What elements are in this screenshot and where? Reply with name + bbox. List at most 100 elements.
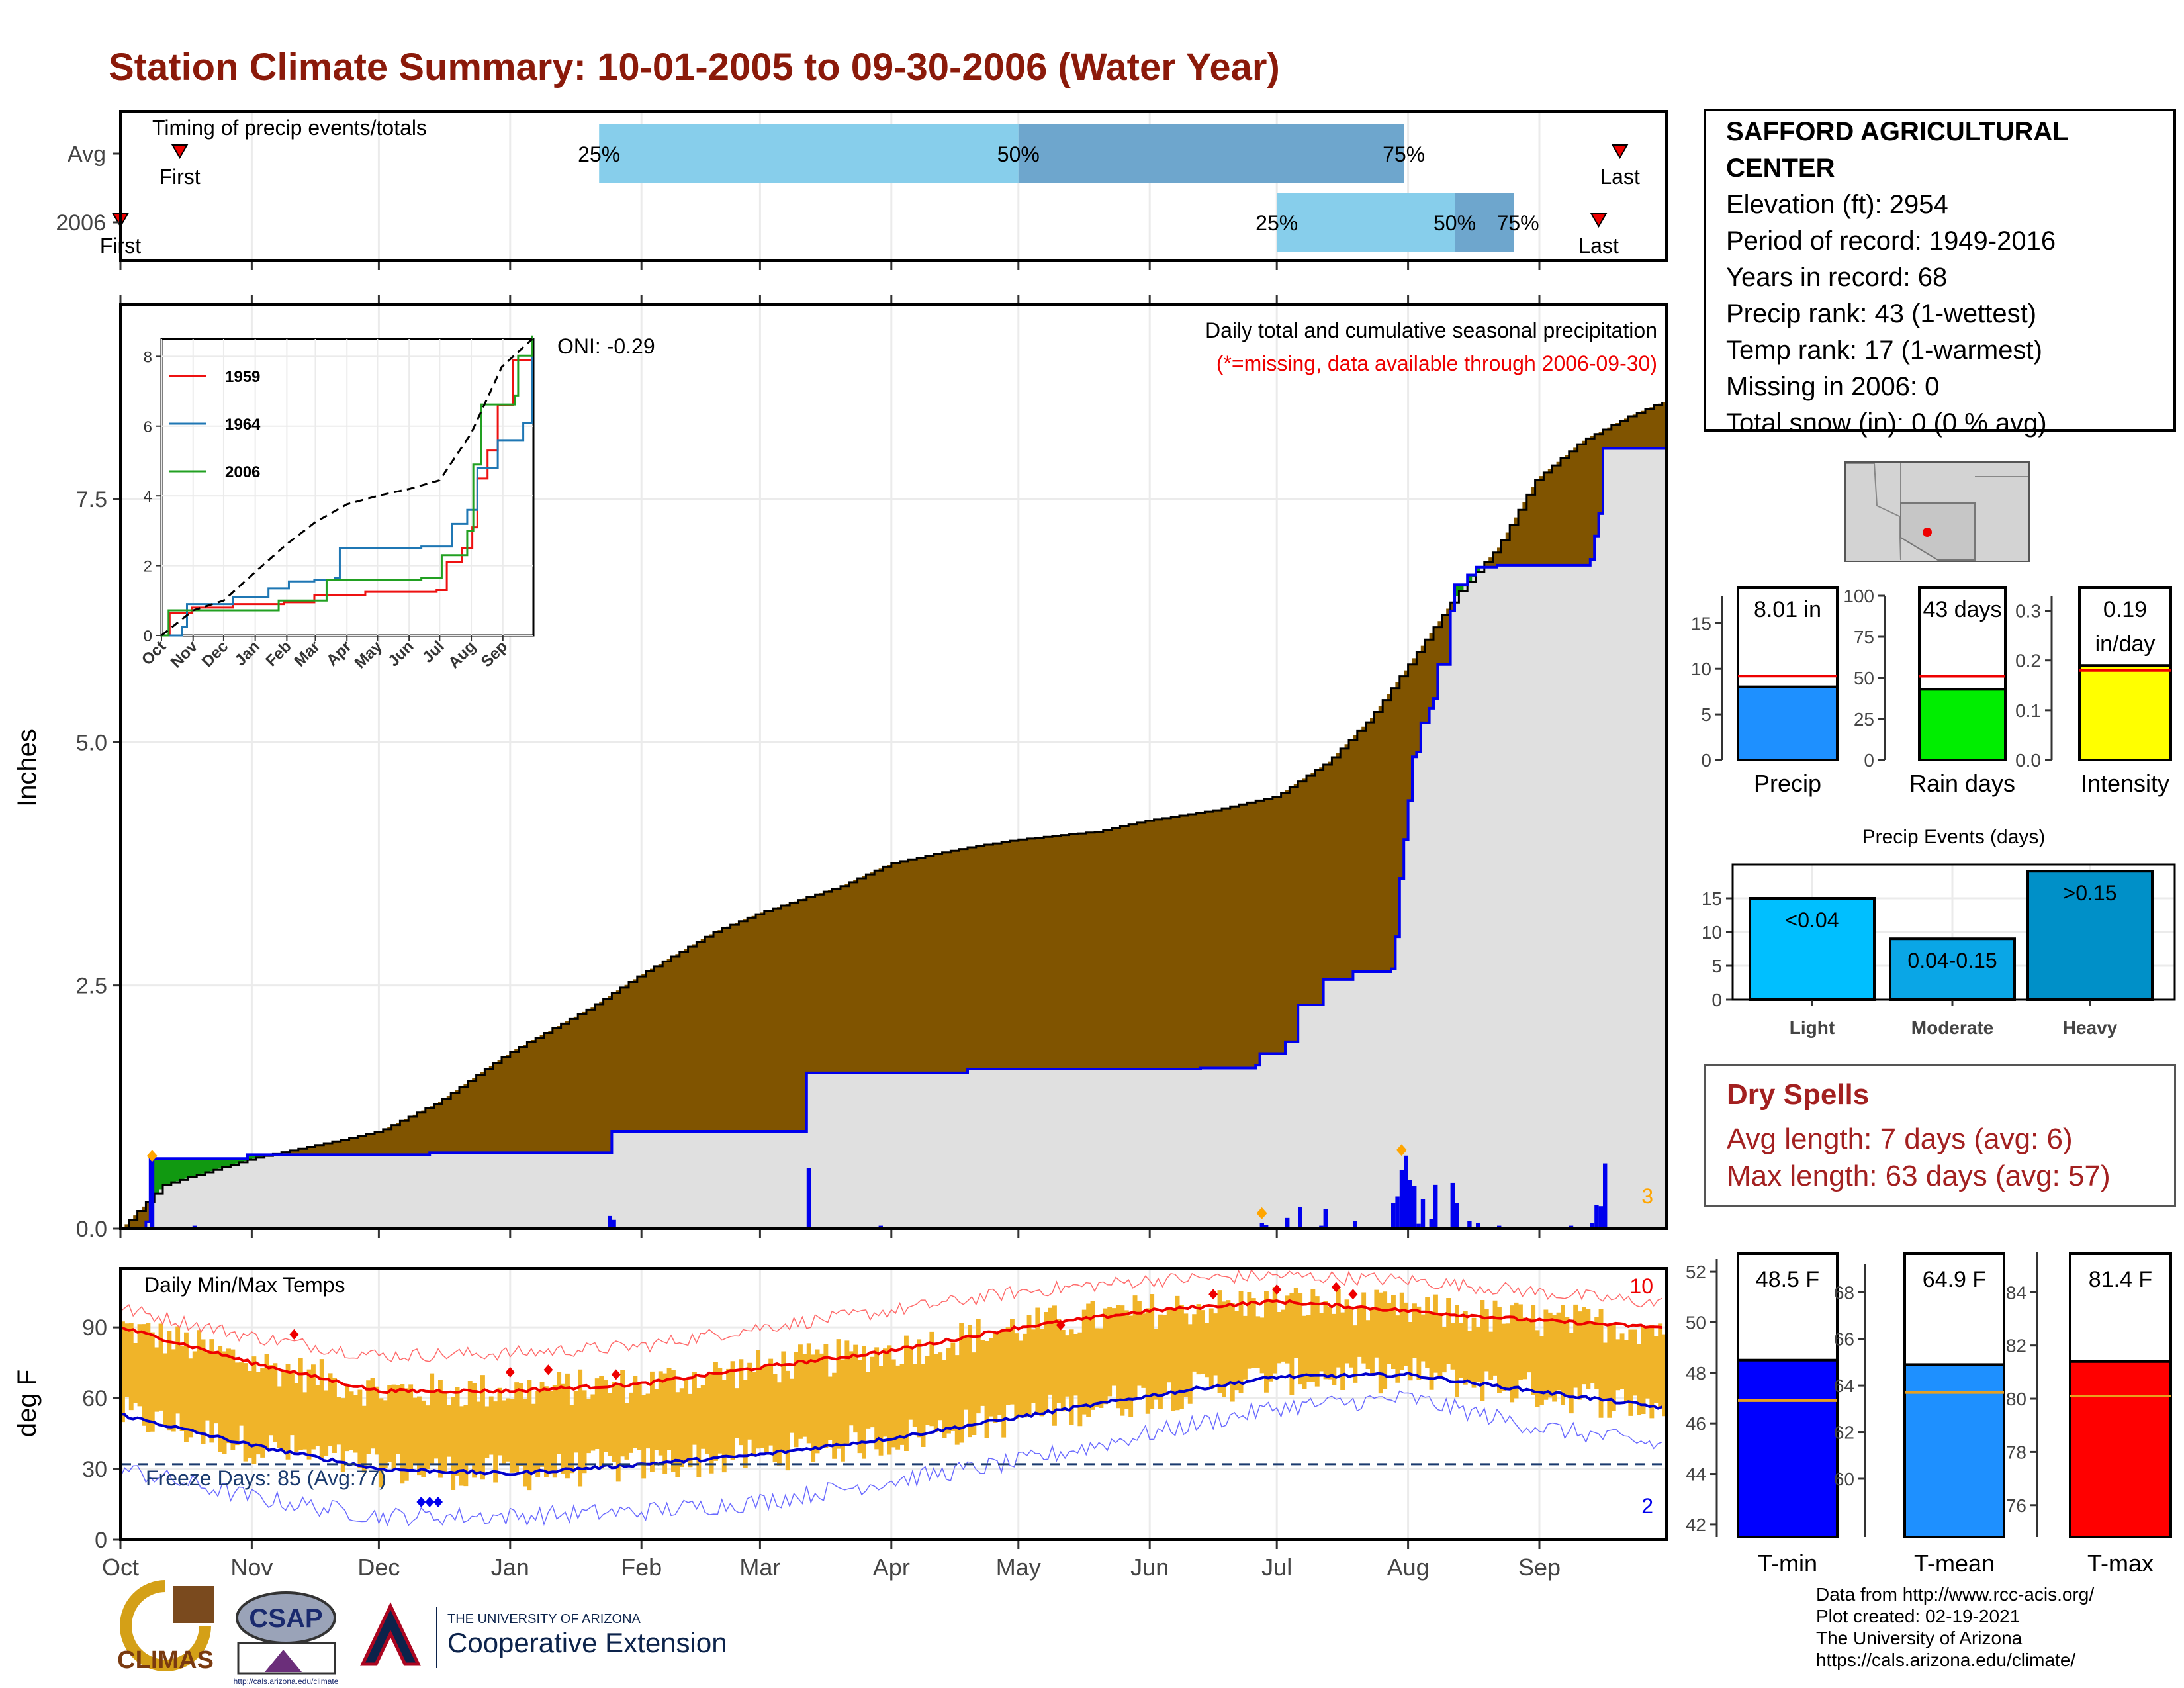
- last-marker: [1611, 144, 1629, 159]
- credits: Data from http://www.rcc-acis.org/ Plot …: [1816, 1583, 2094, 1671]
- temps-ytick-label: 30: [82, 1457, 107, 1482]
- events-ytick-label: 10: [1702, 922, 1722, 943]
- small-panel-value-label: 43 days: [1923, 597, 2001, 622]
- temps-xtick-label: Dec: [357, 1554, 400, 1581]
- temps-xtick-label: May: [996, 1554, 1041, 1581]
- inset-series-line: [161, 339, 533, 637]
- small-panel-name: Rain days: [1909, 770, 2015, 797]
- oni-label: ONI: -0.29: [557, 334, 655, 358]
- temps-xtick-label: Jun: [1130, 1554, 1169, 1581]
- precip-2006-cumulative-area: [120, 448, 1666, 1229]
- small-panel-ytick-label: 15: [1691, 613, 1711, 633]
- climas-logo-arc: [120, 1580, 211, 1671]
- events-bar: [1749, 897, 1876, 1001]
- timing-first-label: First: [159, 165, 200, 189]
- temps-title: Daily Min/Max Temps: [144, 1273, 345, 1297]
- temps-ylabel: deg F: [13, 1370, 42, 1437]
- temps-record-high-marker: [1272, 1284, 1282, 1295]
- inset-ytick-label: 6: [144, 418, 152, 436]
- small-panel-ytick-label: 0.3: [2015, 601, 2041, 622]
- station-missing: Missing in 2006: 0: [1726, 372, 1940, 401]
- small-panel-value-label: 48.5 F: [1756, 1267, 1819, 1292]
- timing-title: Timing of precip events/totals: [152, 116, 427, 140]
- events-xtick-label: Heavy: [2063, 1017, 2118, 1038]
- precip-daily-bar: [1429, 1219, 1433, 1229]
- dry-spells-avg: Avg length: 7 days (avg: 6): [1727, 1123, 2073, 1155]
- small-panel-ytick-label: 46: [1686, 1413, 1706, 1434]
- station-years: Years in record: 68: [1726, 263, 1948, 292]
- small-panel-ytick-label: 68: [1834, 1282, 1854, 1303]
- timing-bar-q25-q50: [1277, 193, 1455, 252]
- station-temp-rank: Temp rank: 17 (1-warmest): [1726, 336, 2042, 365]
- temps-xtick-label: Jan: [491, 1554, 529, 1581]
- small-panel-ytick-label: 60: [1834, 1469, 1854, 1489]
- credit-date: Plot created: 02-19-2021: [1816, 1606, 2021, 1626]
- small-panel-ytick-label: 80: [2006, 1389, 2026, 1409]
- station-info-panel: SAFFORD AGRICULTURAL CENTER Elevation (f…: [1704, 109, 2176, 438]
- ua-logo-line2: Cooperative Extension: [447, 1627, 727, 1658]
- timing-last-label: Last: [1578, 234, 1619, 258]
- precip-corner-label: 3: [1641, 1184, 1653, 1208]
- timing-label-75: 75%: [1383, 142, 1425, 166]
- small-panel-name: Intensity: [2081, 770, 2169, 797]
- logos: CLIMAS CSAP http://cals.arizona.edu/climat…: [117, 1580, 727, 1686]
- inset-legend-label: 1959: [225, 368, 260, 386]
- small-panel-value-label-2: in/day: [2095, 632, 2156, 657]
- timing-row-label: 2006: [56, 211, 106, 236]
- precip-daily-bar: [1598, 1206, 1603, 1229]
- ua-logo-a: [360, 1602, 421, 1666]
- temps-chart: 0 30 60 90 Oct Nov Dec Jan Feb Mar Apr May Jun Jul Aug…: [13, 1267, 1668, 1581]
- timing-label-50: 50%: [997, 142, 1040, 166]
- precip-daily-bar: [1285, 1217, 1290, 1229]
- timing-label-50: 50%: [1433, 211, 1476, 235]
- dry-spells-panel: Dry Spells Avg length: 7 days (avg: 6) M…: [1704, 1064, 2176, 1207]
- climas-logo-block: [173, 1586, 214, 1623]
- precip-daily-bar: [1416, 1223, 1421, 1229]
- temps-record-min-line: [120, 1390, 1662, 1527]
- credit-url: https://cals.arizona.edu/climate/: [1816, 1650, 2076, 1670]
- precip-daily-bar: [1594, 1205, 1599, 1229]
- small-panel-ytick-label: 50: [1854, 668, 1874, 688]
- small-panel-ytick-label: 0.0: [2015, 750, 2041, 771]
- small-panel-ytick-label: 50: [1686, 1312, 1706, 1333]
- temps-avg-min-line: [120, 1371, 1663, 1476]
- temps-ytick-label: 90: [82, 1315, 107, 1340]
- small-panel-bar: [2078, 664, 2172, 761]
- temps-record-max-line: [120, 1269, 1662, 1362]
- precip-ytick-label: 5.0: [76, 730, 107, 755]
- small-panel-ytick-label: 48: [1686, 1363, 1706, 1383]
- timing-row-label: Avg: [68, 142, 106, 167]
- timing-bar-q50-q75: [1018, 124, 1404, 183]
- precip-2006-cumulative-line: [120, 447, 1666, 1230]
- temps-xtick-label: Apr: [873, 1554, 910, 1581]
- temps-xtick-label: Aug: [1387, 1554, 1430, 1581]
- temps-record-low-marker: [425, 1496, 435, 1507]
- temps-xtick-label: Nov: [230, 1554, 273, 1581]
- small-panel-ytick-label: 10: [1691, 659, 1711, 679]
- small-panel-value-label: 0.19: [2103, 597, 2147, 622]
- map-arizona: [1900, 502, 1976, 561]
- map-station-dot: [1923, 528, 1932, 537]
- dry-spells-title: Dry Spells: [1727, 1078, 1870, 1111]
- inset-legend-label: 1964: [225, 416, 261, 434]
- inset-ytick-label: 0: [144, 628, 152, 645]
- precip-daily-bar: [1450, 1182, 1455, 1229]
- small-panel-ytick-label: 52: [1686, 1262, 1706, 1282]
- temps-record-low-marker: [416, 1496, 426, 1507]
- precip-daily-bar: [1399, 1170, 1404, 1229]
- timing-label-25: 25%: [578, 142, 620, 166]
- station-elevation: Elevation (ft): 2954: [1726, 190, 1948, 219]
- precip-daily-bar: [1404, 1155, 1408, 1229]
- precip-daily-bar: [608, 1215, 612, 1229]
- precip-daily-bar: [1353, 1221, 1357, 1229]
- precip-daily-bar: [1408, 1180, 1412, 1229]
- climas-logo-text: CLIMAS: [117, 1646, 214, 1674]
- temps-xtick-label: Oct: [102, 1554, 139, 1581]
- inset-legend-label: 2006: [225, 463, 260, 481]
- inset-series-line: [161, 335, 533, 637]
- small-panel-ytick-label: 75: [1854, 627, 1874, 647]
- small-panel-ytick-label: 0: [1701, 750, 1711, 771]
- csap-mountain: [265, 1650, 302, 1672]
- precip-daily-bar: [1391, 1203, 1396, 1229]
- credit-university: The University of Arizona: [1816, 1628, 2023, 1648]
